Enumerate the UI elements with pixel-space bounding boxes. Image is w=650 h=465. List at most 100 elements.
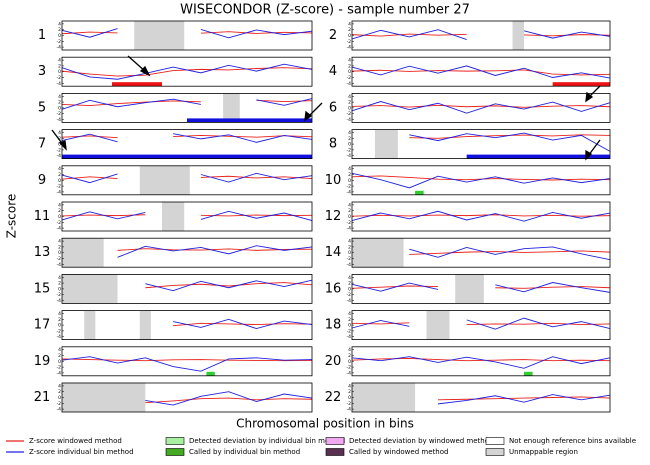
unmappable-region xyxy=(84,310,96,340)
panel-border xyxy=(351,129,611,160)
series-line xyxy=(409,132,611,152)
unmappable-region xyxy=(352,383,416,412)
y-tick-label: 2 xyxy=(58,389,61,395)
series-line xyxy=(61,356,313,372)
legend-swatch xyxy=(325,437,345,445)
unmappable-region xyxy=(455,274,484,304)
y-tick-label: -2 xyxy=(57,328,62,334)
panel-frame xyxy=(352,310,610,340)
y-tick-label: -4 xyxy=(57,189,62,195)
y-tick-label: 4 xyxy=(348,130,351,136)
panel-border xyxy=(61,237,313,268)
y-tick-label: -4 xyxy=(347,45,352,51)
legend-swatch xyxy=(485,448,505,456)
chromosome-label: 22 xyxy=(325,390,342,405)
y-tick-label: 4 xyxy=(58,94,61,100)
chromosome-label: 19 xyxy=(34,354,51,369)
legend-label: Not enough reference bins available xyxy=(509,437,636,445)
y-tick-label: 4 xyxy=(58,21,61,27)
chromosome-label: 4 xyxy=(329,64,337,79)
y-tick-label: 0 xyxy=(348,178,351,184)
y-tick-label: -2 xyxy=(347,256,352,262)
y-axis-label: Z-score xyxy=(5,194,19,239)
chromosome-label: 21 xyxy=(34,390,51,405)
y-tick-label: 2 xyxy=(348,353,351,359)
panel-frame xyxy=(62,57,312,87)
series-line xyxy=(200,175,313,180)
series-line xyxy=(61,100,201,107)
y-tick-label: -4 xyxy=(347,189,352,195)
y-tick-label: 2 xyxy=(58,244,61,250)
y-tick-label: 4 xyxy=(58,202,61,208)
y-tick-label: 2 xyxy=(348,389,351,395)
y-tick-label: 4 xyxy=(58,383,61,389)
panel-frame xyxy=(352,346,610,376)
legend-swatch xyxy=(325,448,345,456)
chromosome-label: 13 xyxy=(34,245,51,260)
legend-label: Unmappable region xyxy=(509,448,578,456)
y-tick-label: -2 xyxy=(57,401,62,407)
panel-border xyxy=(61,20,313,51)
y-tick-label: 4 xyxy=(348,166,351,172)
unmappable-region xyxy=(223,93,240,123)
unmappable-region xyxy=(62,238,104,268)
series-line xyxy=(173,318,313,330)
y-tick-label: 4 xyxy=(58,166,61,172)
series-line xyxy=(523,30,611,39)
series-line xyxy=(173,133,313,143)
y-tick-label: -4 xyxy=(347,262,352,268)
y-tick-label: -2 xyxy=(57,111,62,117)
panel-border xyxy=(351,56,611,87)
series-line xyxy=(61,28,118,38)
y-tick-label: 2 xyxy=(348,172,351,178)
y-tick-label: 0 xyxy=(348,105,351,111)
arrows xyxy=(51,55,601,161)
chromosome-label: 2 xyxy=(329,28,337,43)
y-tick-label: 2 xyxy=(348,27,351,33)
chart-title: WISECONDOR (Z-score) - sample number 27 xyxy=(180,3,470,18)
call-region xyxy=(62,154,312,159)
panel-border xyxy=(351,20,611,51)
panel-border xyxy=(351,310,611,341)
panel-frame xyxy=(352,93,610,123)
y-tick-label: 2 xyxy=(58,136,61,142)
y-tick-label: 4 xyxy=(348,347,351,353)
legend-swatch xyxy=(165,448,185,456)
panel-border xyxy=(61,346,313,377)
unmappable-region xyxy=(62,383,146,412)
y-tick-label: 4 xyxy=(348,239,351,245)
chromosome-label: 9 xyxy=(38,173,46,188)
y-tick-label: 4 xyxy=(348,383,351,389)
unmappable-region xyxy=(512,21,524,50)
y-tick-label: 0 xyxy=(58,178,61,184)
series-line xyxy=(351,322,410,325)
y-tick-label: 0 xyxy=(348,142,351,148)
unmappable-region xyxy=(134,21,185,50)
series-line xyxy=(466,322,611,325)
series-line xyxy=(351,104,611,108)
panel-border xyxy=(61,93,313,123)
y-tick-label: 0 xyxy=(58,250,61,256)
series-line xyxy=(200,31,313,34)
chromosome-label: 7 xyxy=(38,137,46,152)
panel-border xyxy=(61,201,313,232)
panel-border xyxy=(61,165,313,196)
chromosome-label: 8 xyxy=(329,137,337,152)
panel-frame xyxy=(62,202,312,231)
y-tick-label: -4 xyxy=(347,117,352,123)
y-tick-label: 2 xyxy=(58,100,61,106)
y-tick-label: 4 xyxy=(58,130,61,136)
y-tick-label: -2 xyxy=(57,365,62,371)
series-line xyxy=(351,65,611,79)
chromosome-label: 10 xyxy=(325,173,342,188)
legend-label: Called by windowed method xyxy=(349,448,448,456)
